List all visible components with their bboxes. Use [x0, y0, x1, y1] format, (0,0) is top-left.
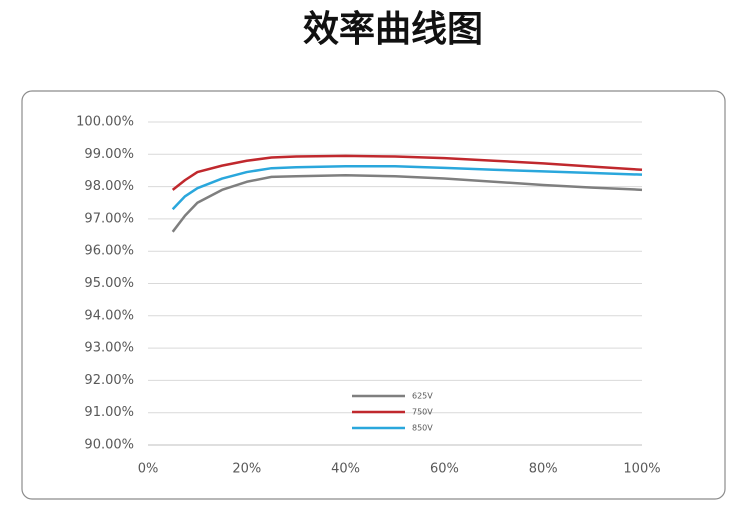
- y-tick-label: 90.00%: [84, 438, 134, 453]
- x-tick-label: 40%: [331, 462, 360, 477]
- y-tick-label: 98.00%: [84, 179, 134, 194]
- y-tick-label: 92.00%: [84, 373, 134, 388]
- chart-title: 效率曲线图: [303, 9, 483, 50]
- chart-panel: [21, 90, 726, 500]
- x-tick-label: 20%: [232, 462, 261, 477]
- y-tick-label: 97.00%: [84, 211, 134, 226]
- series-line: [171, 174, 643, 233]
- series-line: [171, 154, 643, 191]
- y-tick-label: 99.00%: [84, 147, 134, 162]
- y-tick-label: 95.00%: [84, 276, 134, 291]
- legend-label: 750V: [412, 408, 433, 417]
- y-tick-label: 94.00%: [84, 308, 134, 323]
- y-tick-label: 96.00%: [84, 244, 134, 259]
- series-line: [171, 165, 643, 211]
- legend-label: 625V: [412, 392, 433, 401]
- legend-label: 850V: [412, 424, 433, 433]
- x-tick-label: 60%: [430, 462, 459, 477]
- y-tick-label: 91.00%: [84, 405, 134, 420]
- x-tick-label: 80%: [529, 462, 558, 477]
- y-tick-label: 100.00%: [76, 115, 134, 130]
- x-tick-label: 100%: [623, 462, 660, 477]
- y-tick-label: 93.00%: [84, 341, 134, 356]
- x-tick-label: 0%: [138, 462, 159, 477]
